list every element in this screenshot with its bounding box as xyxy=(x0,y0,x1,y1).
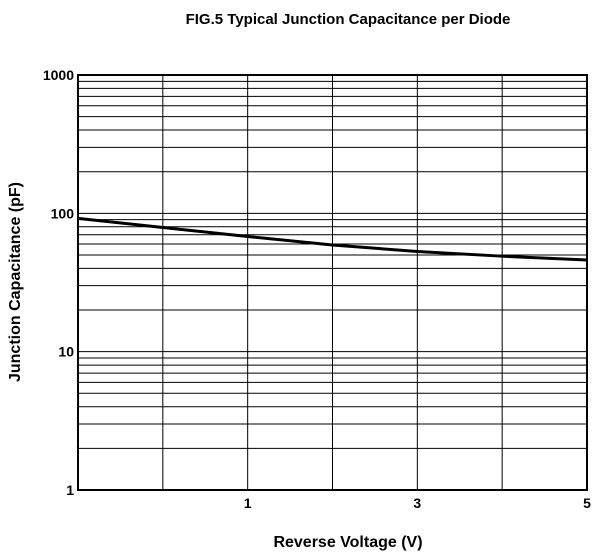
data-line xyxy=(77,216,588,262)
y-tick-label: 1000 xyxy=(43,67,74,83)
x-tick-label: 3 xyxy=(413,495,421,511)
x-tick-label: 5 xyxy=(583,495,591,511)
x-tick-label: 1 xyxy=(244,495,252,511)
chart-title: FIG.5 Typical Junction Capacitance per D… xyxy=(186,11,511,28)
x-axis-label: Reverse Voltage (V) xyxy=(273,534,422,551)
y-tick-label: 100 xyxy=(51,205,75,221)
y-tick-label: 1 xyxy=(66,482,74,498)
plot-frame xyxy=(77,74,588,491)
y-tick-label: 10 xyxy=(58,344,74,360)
y-axis-label: Junction Capacitance (pF) xyxy=(7,182,24,382)
